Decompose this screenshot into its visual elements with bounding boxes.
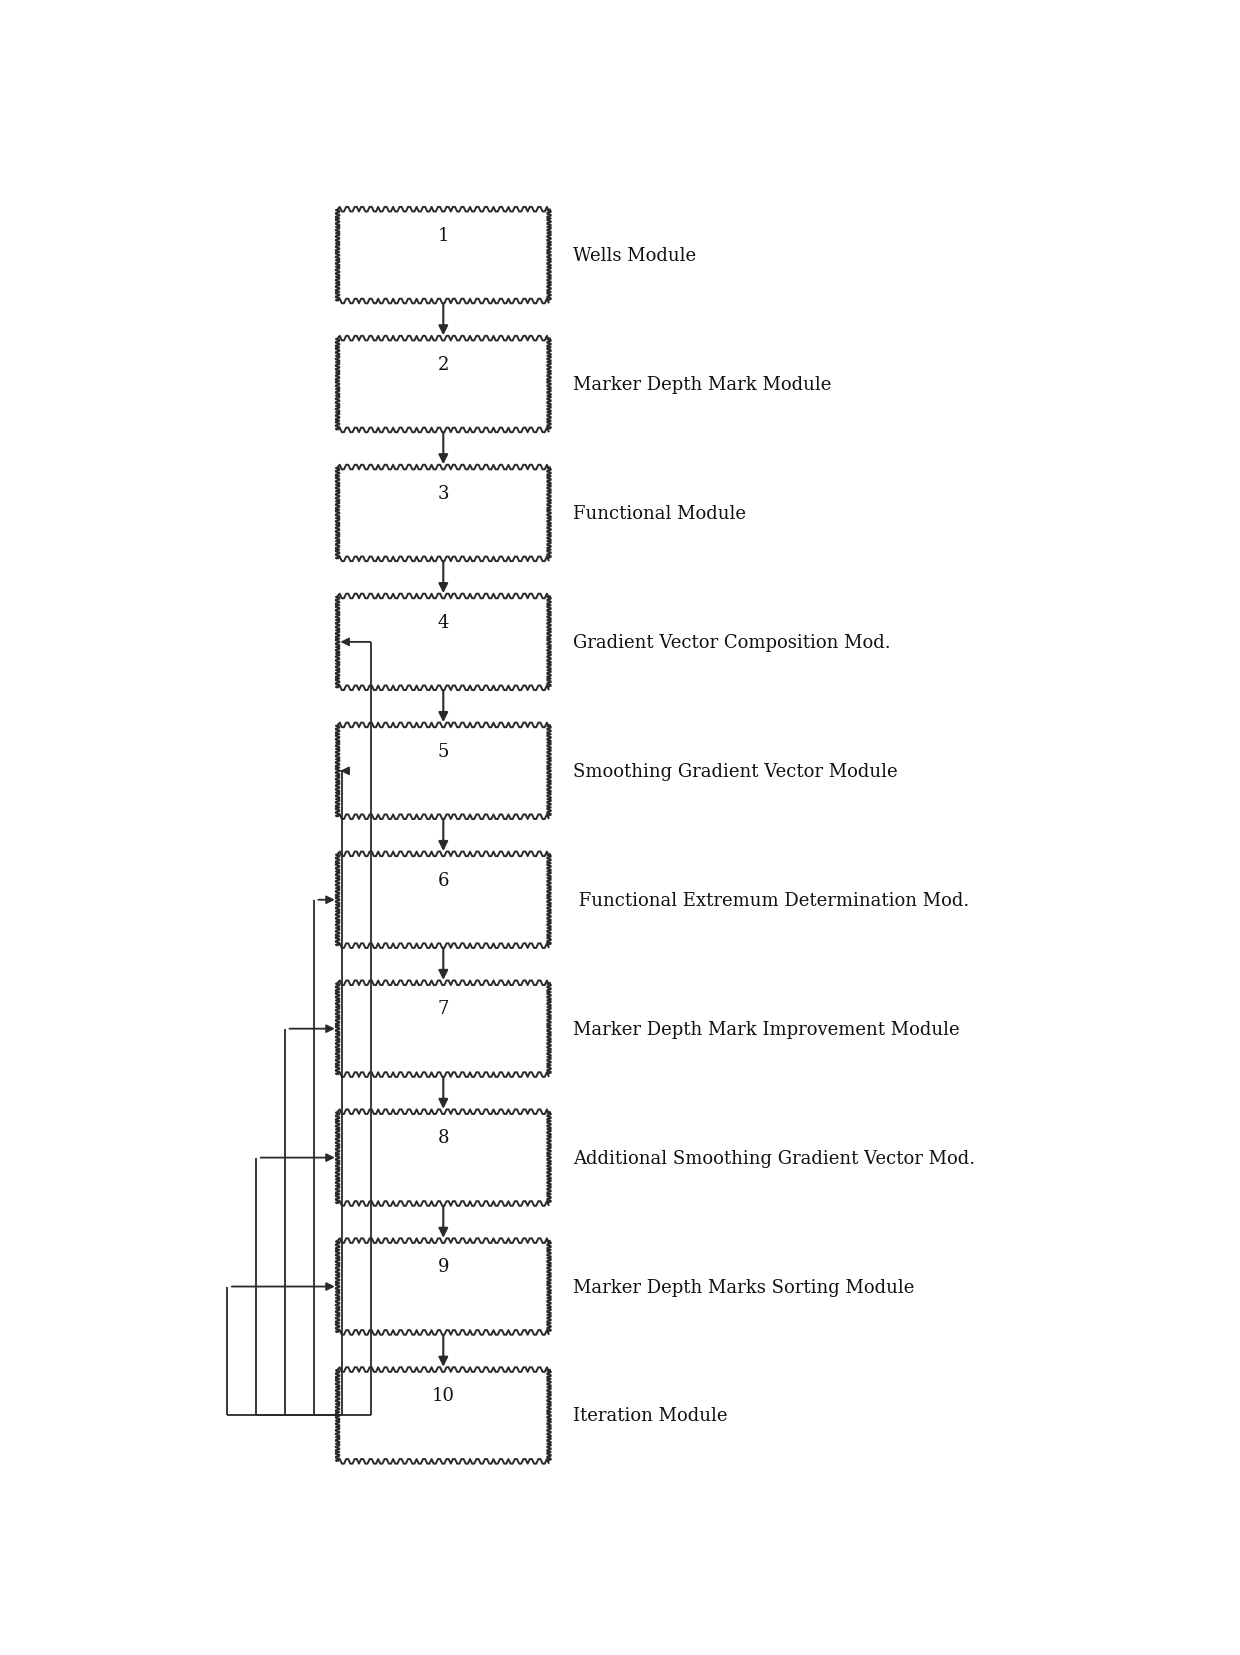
Text: Marker Depth Mark Improvement Module: Marker Depth Mark Improvement Module [573,1019,960,1038]
Bar [337,725,549,818]
Text: 7: 7 [438,1000,449,1018]
Bar [337,596,549,688]
Bar [337,1241,549,1332]
Text: 10: 10 [432,1387,455,1405]
Text: Smoothing Gradient Vector Module: Smoothing Gradient Vector Module [573,763,898,781]
Bar [337,1370,549,1461]
Text: 4: 4 [438,614,449,631]
Text: Functional Module: Functional Module [573,505,746,523]
Text: Marker Depth Mark Module: Marker Depth Mark Module [573,376,831,394]
Text: Marker Depth Marks Sorting Module: Marker Depth Marks Sorting Module [573,1278,914,1296]
Bar [337,339,549,430]
Text: 1: 1 [438,227,449,245]
Text: 8: 8 [438,1129,449,1147]
Text: Additional Smoothing Gradient Vector Mod.: Additional Smoothing Gradient Vector Mod… [573,1149,975,1167]
Bar [337,983,549,1076]
Text: 9: 9 [438,1258,449,1276]
Text: 2: 2 [438,356,449,374]
Text: 6: 6 [438,871,449,889]
Bar [337,1112,549,1203]
Text: 5: 5 [438,741,449,760]
Bar [337,854,549,947]
Text: Functional Extremum Determination Mod.: Functional Extremum Determination Mod. [573,890,970,909]
Text: Wells Module: Wells Module [573,247,696,265]
Text: Iteration Module: Iteration Module [573,1407,728,1425]
Text: 3: 3 [438,485,449,503]
Bar [337,210,549,301]
Bar [337,468,549,559]
Text: Gradient Vector Composition Mod.: Gradient Vector Composition Mod. [573,634,890,652]
